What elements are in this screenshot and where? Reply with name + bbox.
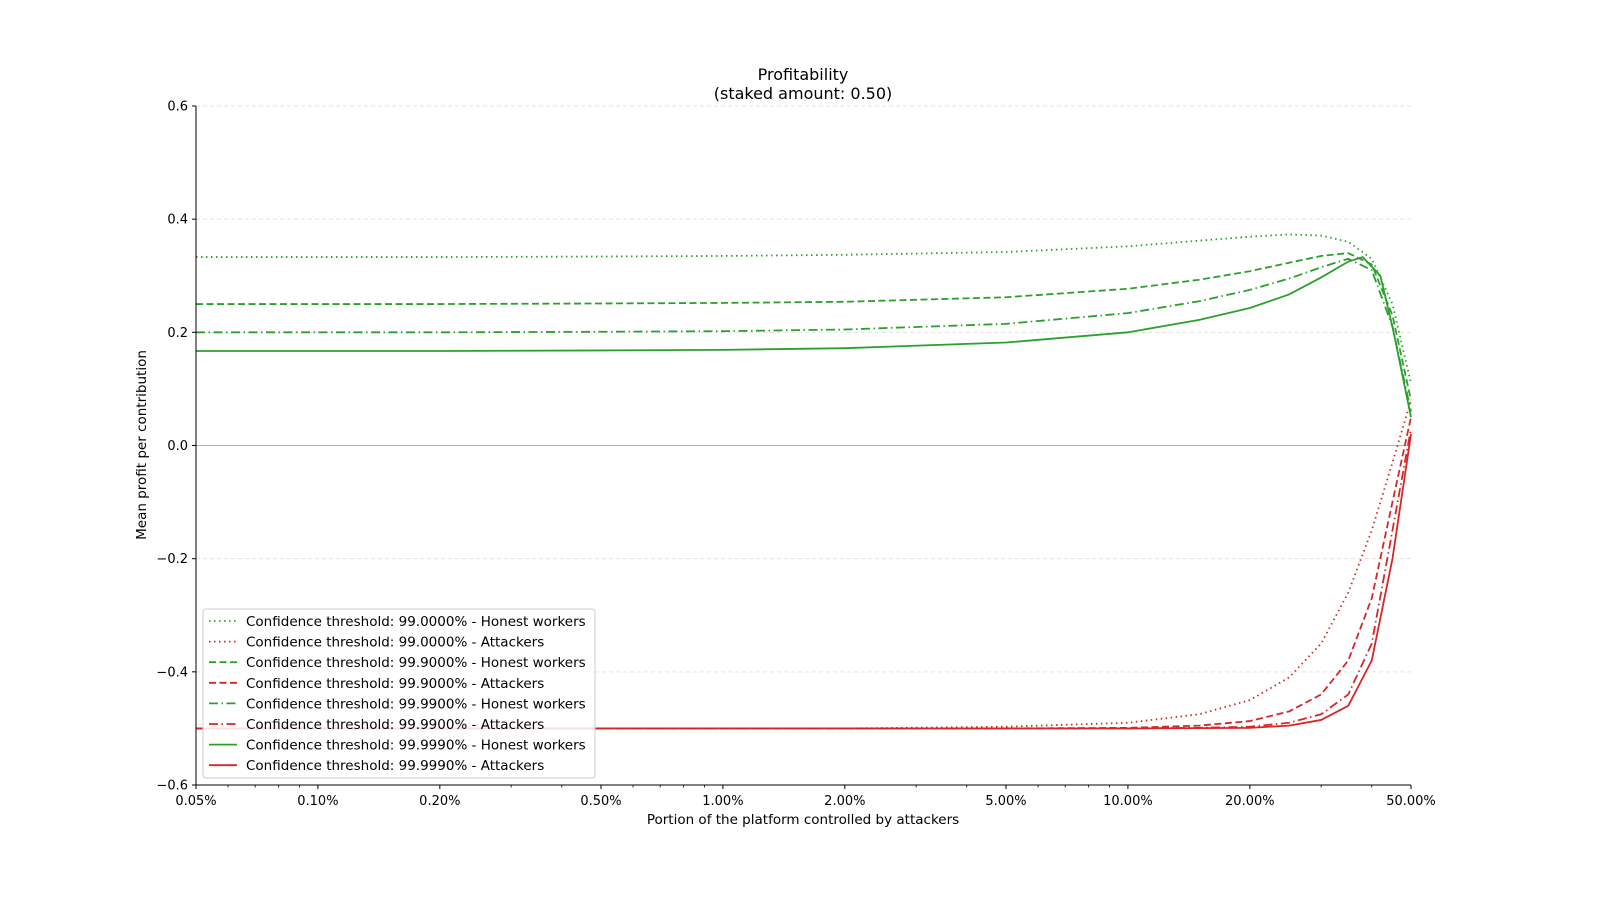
x-tick-label: 0.05% xyxy=(175,794,216,809)
x-tick-label: 0.10% xyxy=(297,794,338,809)
x-tick-label: 20.00% xyxy=(1225,794,1275,809)
x-tick-label: 10.00% xyxy=(1103,794,1153,809)
chart-subtitle: (staked amount: 0.50) xyxy=(714,84,893,103)
legend-entry-label: Confidence threshold: 99.0000% - Attacke… xyxy=(246,635,544,651)
series-line-5 xyxy=(196,257,1412,412)
y-axis-ticks: 0.6 0.4 0.2 0.0 −0.2 −0.4 −0.6 xyxy=(156,100,196,794)
x-tick-label: 5.00% xyxy=(985,794,1026,809)
y-tick-label: −0.6 xyxy=(156,779,188,794)
x-tick-label: 0.20% xyxy=(419,794,460,809)
x-axis-ticks: 0.05% 0.10% 0.20% 0.50% 1.00% 2.00% 5.00% 10.00… xyxy=(175,785,1436,809)
x-tick-label: 2.00% xyxy=(824,794,865,809)
y-tick-label: 0.2 xyxy=(167,326,188,341)
legend-entry-label: Confidence threshold: 99.9000% - Attacke… xyxy=(246,676,544,692)
x-tick-label: 0.50% xyxy=(580,794,621,809)
y-axis-label: Mean profit per contribution xyxy=(134,350,150,540)
series-line-4 xyxy=(196,417,1412,730)
y-tick-label: 0.6 xyxy=(167,100,188,115)
x-tick-label: 50.00% xyxy=(1386,794,1436,809)
series-lines xyxy=(196,233,1412,730)
chart-title: Profitability xyxy=(758,65,849,84)
y-tick-label: −0.2 xyxy=(156,552,188,567)
legend: Confidence threshold: 99.0000% - Honest … xyxy=(202,608,596,779)
y-tick-label: 0.4 xyxy=(167,213,188,228)
x-axis-label: Portion of the platform controlled by at… xyxy=(647,812,959,828)
legend-entry-label: Confidence threshold: 99.9900% - Honest … xyxy=(246,696,586,712)
y-tick-label: 0.0 xyxy=(167,439,188,454)
x-tick-label: 1.00% xyxy=(702,794,743,809)
y-tick-label: −0.4 xyxy=(156,665,188,680)
legend-box xyxy=(202,608,596,779)
legend-entry-label: Confidence threshold: 99.9990% - Honest … xyxy=(246,738,586,754)
legend-entry-label: Confidence threshold: 99.9900% - Attacke… xyxy=(246,717,544,733)
legend-entry-label: Confidence threshold: 99.0000% - Honest … xyxy=(246,614,586,630)
legend-entry-label: Confidence threshold: 99.9000% - Honest … xyxy=(246,655,586,671)
series-line-7 xyxy=(196,256,1412,418)
legend-entry-label: Confidence threshold: 99.9990% - Attacke… xyxy=(246,758,544,774)
